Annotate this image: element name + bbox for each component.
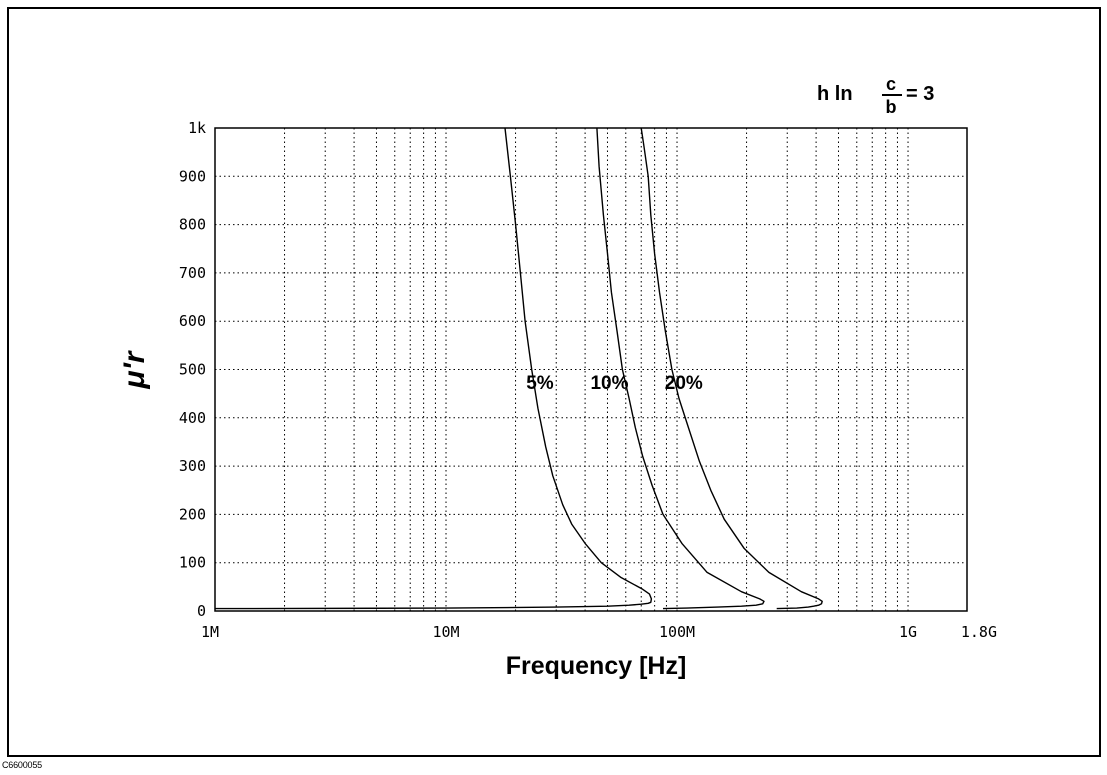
x-tick-label: 1M [201, 623, 219, 641]
x-axis-label: Frequency [Hz] [506, 652, 687, 680]
y-tick-label: 400 [179, 409, 206, 427]
y-tick-label: 700 [179, 264, 206, 282]
x-tick-label: 10M [432, 623, 459, 641]
series-label-5pct: 5% [526, 373, 554, 394]
equation-denominator: b [886, 97, 897, 117]
y-tick-label: 800 [179, 216, 206, 234]
x-tick-label: 100M [659, 623, 695, 641]
equation-annotation: h ln c b = 3 [817, 74, 934, 117]
series-line-10pct [596, 127, 765, 610]
y-tick-label: 1k [188, 119, 206, 137]
equation-lhs: h ln [817, 83, 853, 105]
y-tick-label: 300 [179, 457, 206, 475]
equation-rhs: = 3 [906, 83, 934, 105]
y-axis-label: μ'r [118, 349, 151, 389]
series-labels: 5% 10% 20% [526, 373, 703, 394]
series-label-20pct: 20% [665, 373, 703, 394]
equation-numerator: c [886, 74, 896, 94]
grid [215, 128, 967, 611]
figure-frame [7, 7, 1101, 757]
series-line-5pct [214, 127, 653, 610]
y-tick-label: 900 [179, 167, 206, 185]
y-tick-label: 0 [197, 602, 206, 620]
series-label-10pct: 10% [590, 373, 628, 394]
y-tick-label: 100 [179, 554, 206, 572]
y-tick-label: 500 [179, 361, 206, 379]
y-tick-labels: 0 100 200 300 400 500 600 700 800 900 1k [179, 119, 206, 620]
plot-area-border [214, 127, 968, 612]
y-tick-label: 600 [179, 312, 206, 330]
curves [214, 127, 823, 610]
x-tick-label: 1G [899, 623, 917, 641]
series-line-20pct [640, 127, 823, 610]
figure-code: C6600055 [2, 760, 42, 770]
y-tick-label: 200 [179, 505, 206, 523]
x-tick-labels: 1M 10M 100M 1G 1.8G [201, 623, 997, 641]
x-tick-label: 1.8G [961, 623, 997, 641]
